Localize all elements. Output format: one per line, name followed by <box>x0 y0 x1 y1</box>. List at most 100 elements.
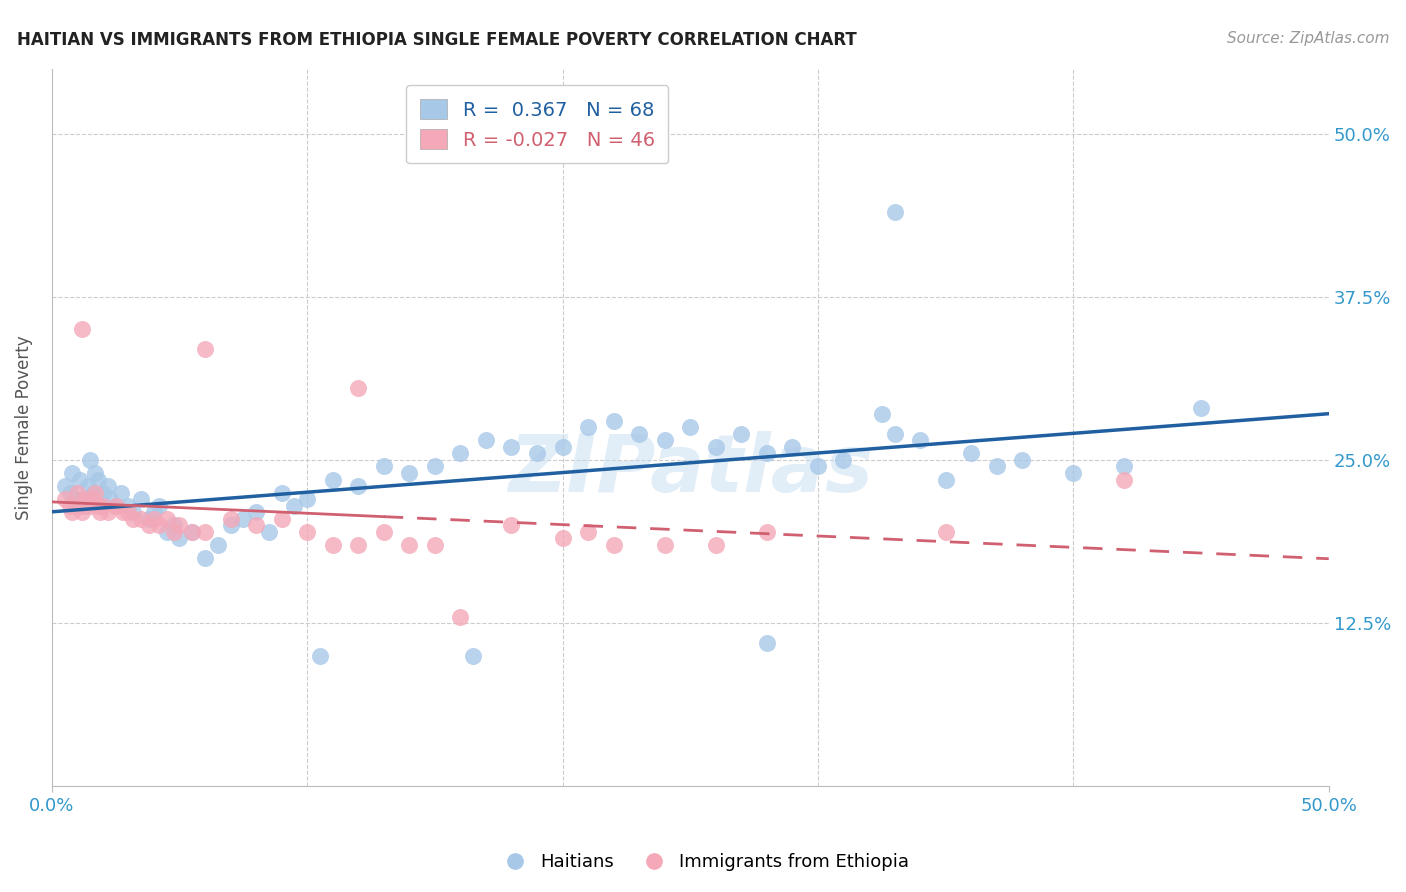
Point <box>423 459 446 474</box>
Point <box>755 524 778 539</box>
Point <box>129 492 152 507</box>
Point <box>163 524 186 539</box>
Point <box>423 538 446 552</box>
Point <box>309 648 332 663</box>
Point <box>501 518 523 533</box>
Point <box>232 511 254 525</box>
Point <box>53 479 76 493</box>
Point <box>347 538 370 552</box>
Point <box>82 492 104 507</box>
Point <box>148 518 170 533</box>
Point <box>257 524 280 539</box>
Point <box>576 420 599 434</box>
Point <box>156 511 179 525</box>
Point <box>169 531 191 545</box>
Point <box>87 473 110 487</box>
Point <box>679 420 702 434</box>
Point <box>117 505 139 519</box>
Point <box>110 485 132 500</box>
Point <box>104 499 127 513</box>
Point <box>97 479 120 493</box>
Point <box>194 524 217 539</box>
Point <box>1011 453 1033 467</box>
Point <box>782 440 804 454</box>
Point <box>69 499 91 513</box>
Point <box>129 511 152 525</box>
Point <box>526 446 548 460</box>
Point <box>73 499 96 513</box>
Point <box>628 426 651 441</box>
Y-axis label: Single Female Poverty: Single Female Poverty <box>15 335 32 520</box>
Point <box>156 524 179 539</box>
Point <box>87 499 110 513</box>
Point <box>449 446 471 460</box>
Point <box>79 499 101 513</box>
Point <box>883 426 905 441</box>
Point <box>551 531 574 545</box>
Point <box>576 524 599 539</box>
Legend: Haitians, Immigrants from Ethiopia: Haitians, Immigrants from Ethiopia <box>489 847 917 879</box>
Point <box>97 505 120 519</box>
Point <box>270 485 292 500</box>
Point <box>76 479 98 493</box>
Point <box>91 499 114 513</box>
Point <box>79 453 101 467</box>
Text: Source: ZipAtlas.com: Source: ZipAtlas.com <box>1226 31 1389 46</box>
Point <box>69 473 91 487</box>
Point <box>91 485 114 500</box>
Point <box>207 538 229 552</box>
Point <box>53 492 76 507</box>
Point <box>935 473 957 487</box>
Point <box>551 440 574 454</box>
Point <box>72 492 94 507</box>
Point <box>373 524 395 539</box>
Point <box>163 518 186 533</box>
Point <box>270 511 292 525</box>
Point <box>908 434 931 448</box>
Point <box>60 505 83 519</box>
Point <box>245 518 267 533</box>
Point <box>654 538 676 552</box>
Point <box>1189 401 1212 415</box>
Point <box>870 407 893 421</box>
Point <box>295 524 318 539</box>
Point <box>219 518 242 533</box>
Legend: R =  0.367   N = 68, R = -0.027   N = 46: R = 0.367 N = 68, R = -0.027 N = 46 <box>406 86 668 163</box>
Point <box>283 499 305 513</box>
Point <box>117 499 139 513</box>
Point <box>1062 466 1084 480</box>
Point <box>1114 473 1136 487</box>
Point <box>142 505 165 519</box>
Point <box>219 511 242 525</box>
Point <box>122 511 145 525</box>
Point <box>245 505 267 519</box>
Point <box>832 453 855 467</box>
Point <box>122 505 145 519</box>
Point <box>373 459 395 474</box>
Point <box>73 492 96 507</box>
Point <box>398 538 420 552</box>
Point <box>84 466 107 480</box>
Point <box>59 485 82 500</box>
Point <box>935 524 957 539</box>
Point <box>347 381 370 395</box>
Point <box>100 492 122 507</box>
Text: ZIPatlas: ZIPatlas <box>508 432 873 509</box>
Point <box>322 538 344 552</box>
Point <box>181 524 204 539</box>
Point <box>449 609 471 624</box>
Point <box>501 440 523 454</box>
Point <box>295 492 318 507</box>
Point <box>755 446 778 460</box>
Point <box>84 485 107 500</box>
Point <box>181 524 204 539</box>
Point <box>142 511 165 525</box>
Point <box>398 466 420 480</box>
Point <box>602 414 624 428</box>
Point <box>112 505 135 519</box>
Point <box>89 505 111 519</box>
Point <box>148 499 170 513</box>
Point <box>66 485 89 500</box>
Point <box>347 479 370 493</box>
Point <box>704 538 727 552</box>
